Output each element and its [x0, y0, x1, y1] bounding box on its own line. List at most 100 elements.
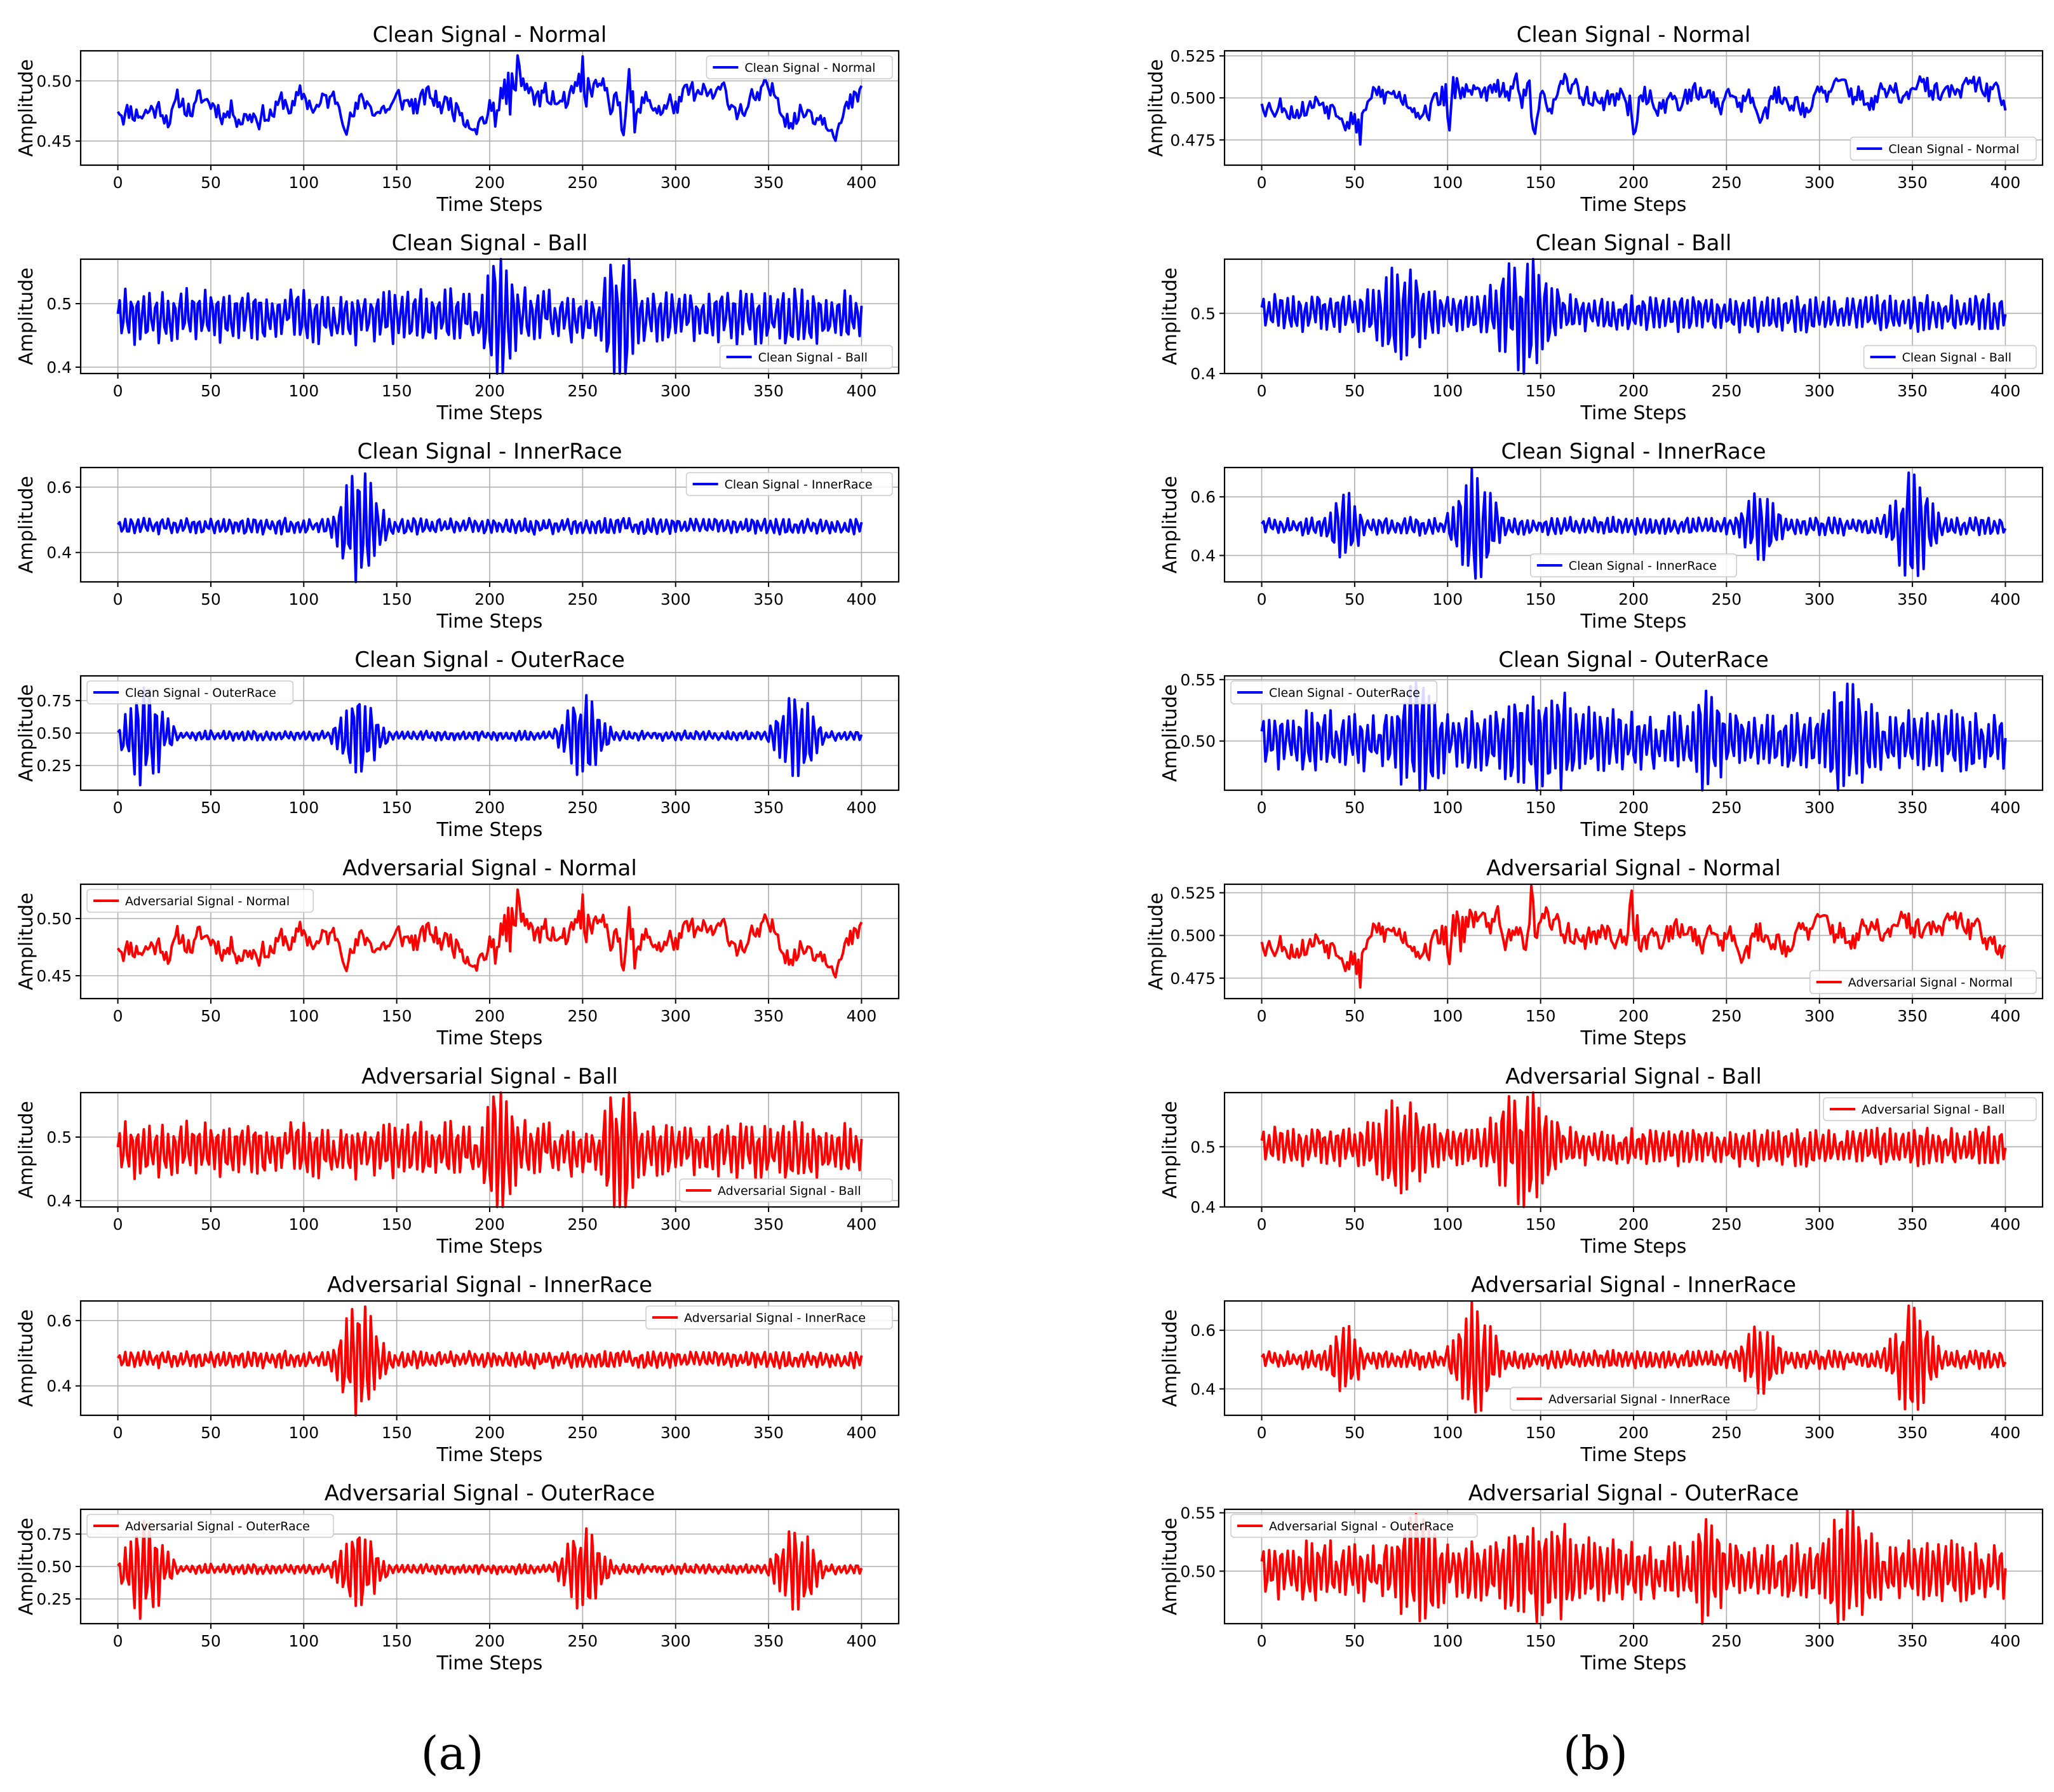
legend: Clean Signal - OuterRace — [1230, 680, 1438, 704]
series-line — [116, 1305, 863, 1417]
legend: Adversarial Signal - OuterRace — [86, 1514, 334, 1538]
x-tick-label: 400 — [1990, 382, 2021, 400]
x-tick-label: 250 — [1712, 1632, 1742, 1650]
y-tick-label: 0.4 — [1190, 1198, 1216, 1216]
subplot-title: Adversarial Signal - InnerRace — [327, 1272, 652, 1298]
x-tick-label: 50 — [1345, 1215, 1365, 1234]
x-tick-label: 350 — [1897, 590, 1928, 609]
y-tick-label: 0.75 — [36, 1525, 72, 1544]
y-tick-label: 0.475 — [1170, 969, 1216, 988]
x-tick-label: 250 — [1712, 173, 1742, 192]
x-axis-label: Time Steps — [1580, 402, 1687, 424]
x-tick-label: 350 — [1897, 1215, 1928, 1234]
y-tick-label: 0.475 — [1170, 131, 1216, 149]
y-tick-label: 0.50 — [36, 724, 72, 743]
subplot-title: Adversarial Signal - Normal — [342, 856, 637, 881]
x-tick-label: 100 — [288, 1007, 319, 1025]
x-tick-label: 300 — [661, 173, 691, 192]
y-tick-label: 0.6 — [46, 478, 72, 497]
x-tick-label: 0 — [113, 382, 123, 400]
x-tick-label: 400 — [1990, 1424, 2021, 1442]
series-line — [116, 1091, 863, 1208]
legend-box — [86, 1514, 334, 1538]
x-axis-label: Time Steps — [436, 1027, 543, 1049]
y-tick-label: 0.75 — [36, 692, 72, 710]
x-tick-label: 400 — [1990, 798, 2021, 817]
x-tick-label: 150 — [1526, 1632, 1556, 1650]
legend-label: Clean Signal - Normal — [1888, 142, 2019, 156]
x-tick-label: 300 — [1804, 590, 1835, 609]
subplot-a-6: Adversarial Signal - Ball 0 50 100 150 200 250… — [15, 1064, 900, 1258]
y-tick-label: 0.4 — [1190, 1380, 1216, 1398]
legend-box — [1863, 345, 2037, 369]
x-tick-label: 300 — [1804, 1424, 1835, 1442]
y-tick-label: 0.4 — [1190, 365, 1216, 383]
subplot-b-3: Clean Signal - InnerRace 0 50 100 150 200 250 3… — [1159, 439, 2044, 633]
x-tick-label: 400 — [847, 1215, 877, 1234]
series-line — [1260, 468, 2007, 580]
series-line — [1260, 1091, 2007, 1208]
legend: Adversarial Signal - InnerRace — [1510, 1387, 1757, 1411]
y-tick-label: 0.4 — [46, 358, 72, 377]
legend-label: Adversarial Signal - Ball — [718, 1184, 861, 1198]
subplot-a-1: Clean Signal - Normal 0 50 100 150 200 250 300 3… — [15, 22, 900, 216]
x-tick-label: 150 — [382, 798, 412, 817]
x-tick-label: 200 — [1618, 798, 1649, 817]
x-axis-label: Time Steps — [1580, 194, 1687, 216]
x-tick-label: 400 — [847, 1632, 877, 1650]
x-tick-label: 400 — [1990, 1632, 2021, 1650]
series-line — [1260, 258, 2007, 375]
x-tick-label: 150 — [1526, 798, 1556, 817]
y-tick-label: 0.4 — [1190, 546, 1216, 565]
x-tick-label: 150 — [1526, 590, 1556, 609]
legend-label: Adversarial Signal - Ball — [1862, 1103, 2005, 1117]
legend-box — [679, 1178, 893, 1203]
x-tick-label: 0 — [1257, 798, 1267, 817]
x-tick-label: 50 — [1345, 798, 1365, 817]
legend-box — [706, 55, 893, 79]
grid-lines — [81, 1509, 899, 1624]
y-tick-label: 0.525 — [1170, 884, 1216, 902]
y-tick-label: 0.45 — [36, 132, 72, 151]
legend-box — [1230, 680, 1438, 704]
x-axis-label: Time Steps — [1580, 1236, 1687, 1258]
subplot-b-4: Clean Signal - OuterRace 0 50 100 150 200 250 3… — [1159, 647, 2044, 841]
x-tick-label: 350 — [1897, 382, 1928, 400]
y-tick-label: 0.50 — [1180, 1562, 1216, 1580]
x-tick-label: 100 — [288, 1632, 319, 1650]
y-axis-label: Amplitude — [1159, 267, 1181, 365]
x-axis-label: Time Steps — [1580, 1027, 1687, 1049]
subplot-title: Adversarial Signal - InnerRace — [1471, 1272, 1796, 1298]
x-tick-label: 100 — [1432, 1215, 1463, 1234]
x-tick-label: 250 — [568, 1424, 598, 1442]
legend-label: Adversarial Signal - Normal — [1848, 976, 2013, 990]
x-tick-label: 400 — [1990, 173, 2021, 192]
x-tick-label: 100 — [288, 798, 319, 817]
series-line — [116, 258, 863, 375]
subplot-title: Adversarial Signal - OuterRace — [325, 1481, 655, 1506]
x-tick-label: 0 — [1257, 173, 1267, 192]
x-tick-label: 400 — [847, 590, 877, 609]
x-tick-label: 300 — [1804, 173, 1835, 192]
x-tick-label: 250 — [568, 1632, 598, 1650]
grid-lines — [81, 884, 899, 999]
x-tick-label: 250 — [568, 798, 598, 817]
y-axis-label: Amplitude — [15, 684, 37, 782]
x-tick-label: 300 — [661, 382, 691, 400]
legend-box — [1510, 1387, 1757, 1411]
x-tick-label: 100 — [1432, 173, 1463, 192]
legend-label: Clean Signal - InnerRace — [1569, 559, 1717, 573]
legend-label: Clean Signal - Normal — [744, 61, 875, 75]
x-tick-label: 400 — [847, 1007, 877, 1025]
x-tick-label: 100 — [288, 173, 319, 192]
x-tick-label: 200 — [474, 1215, 505, 1234]
y-axis-label: Amplitude — [15, 1518, 37, 1615]
series-line — [1260, 1300, 2007, 1414]
legend-label: Adversarial Signal - InnerRace — [684, 1311, 866, 1325]
y-axis-label: Amplitude — [1159, 1101, 1181, 1199]
y-tick-label: 0.50 — [36, 72, 72, 90]
x-tick-label: 0 — [113, 1632, 123, 1650]
x-tick-label: 400 — [847, 382, 877, 400]
x-tick-label: 100 — [1432, 382, 1463, 400]
